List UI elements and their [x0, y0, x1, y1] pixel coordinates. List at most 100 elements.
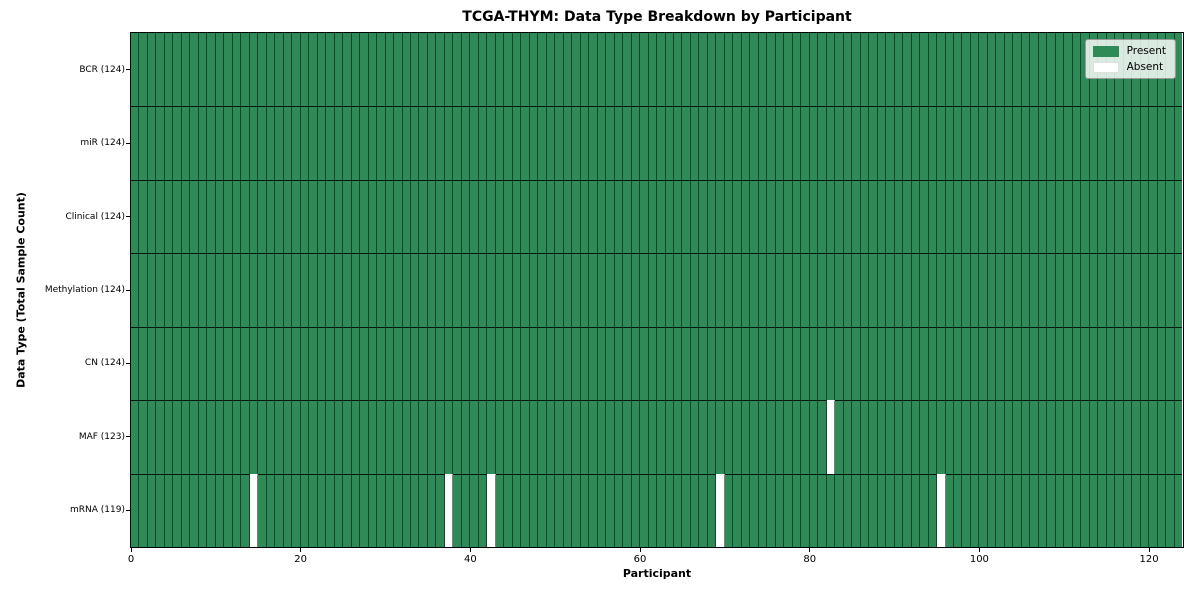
matrix-cell [860, 326, 870, 401]
matrix-cell [750, 106, 759, 180]
x-tick-mark [639, 548, 641, 552]
matrix-cell [377, 473, 386, 547]
matrix-cell [147, 33, 157, 107]
matrix-cell [1030, 106, 1039, 180]
matrix-cell [767, 106, 776, 180]
matrix-cell [529, 473, 539, 547]
matrix-cell [979, 400, 988, 474]
matrix-cell [334, 253, 344, 327]
matrix-cell [266, 253, 276, 327]
matrix-cell [741, 33, 751, 107]
matrix-cell [334, 106, 344, 180]
matrix-cell [1030, 473, 1039, 547]
matrix-cell [911, 33, 921, 107]
matrix-cell [792, 326, 802, 401]
matrix-cell [1166, 253, 1175, 327]
matrix-cell [249, 326, 259, 401]
matrix-cell [1132, 400, 1141, 474]
matrix-cell [563, 400, 573, 474]
matrix-cell [1089, 253, 1099, 327]
matrix-cell [716, 179, 725, 254]
matrix-cell [886, 179, 895, 254]
matrix-cell [970, 106, 980, 180]
matrix-cell [996, 400, 1005, 474]
matrix-cell [1166, 106, 1175, 180]
matrix-cell [1055, 473, 1065, 547]
matrix-cell [657, 400, 666, 474]
matrix-cell [181, 473, 191, 547]
matrix-cell [470, 33, 479, 107]
matrix-cell [707, 400, 717, 474]
matrix-cell [572, 33, 581, 107]
matrix-cell [377, 253, 386, 327]
matrix-cell [343, 473, 352, 547]
matrix-cell [283, 326, 293, 401]
matrix-cell [377, 33, 386, 107]
matrix-cell [690, 326, 700, 401]
matrix-cell [283, 33, 293, 107]
matrix-cell [767, 253, 776, 327]
matrix-cell [631, 326, 641, 401]
matrix-row [131, 473, 1183, 547]
matrix-cell [470, 253, 479, 327]
matrix-cell [775, 106, 785, 180]
matrix-cell [767, 400, 776, 474]
matrix-cell [1064, 33, 1073, 107]
matrix-cell [461, 179, 471, 254]
matrix-cell [495, 473, 505, 547]
matrix-cell [792, 179, 802, 254]
matrix-cell [249, 33, 259, 107]
matrix-cell [572, 106, 581, 180]
matrix-cell [665, 33, 674, 107]
matrix-cell [716, 253, 725, 327]
matrix-cell [682, 106, 691, 180]
matrix-cell [1140, 473, 1150, 547]
matrix-cell [377, 179, 386, 254]
matrix-cell [682, 326, 691, 401]
matrix-cell [402, 33, 411, 107]
matrix-cell [1021, 106, 1031, 180]
matrix-cell [987, 253, 997, 327]
matrix-cell [164, 253, 174, 327]
matrix-cell [767, 326, 776, 401]
matrix-cell [1174, 400, 1183, 474]
matrix-cell [487, 106, 496, 180]
matrix-cell [877, 33, 887, 107]
matrix-cell [241, 179, 250, 254]
matrix-cell [402, 326, 411, 401]
matrix-cell [631, 106, 641, 180]
matrix-cell [716, 106, 725, 180]
matrix-cell [461, 106, 471, 180]
matrix-cell [597, 253, 607, 327]
matrix-cell [674, 326, 683, 401]
matrix-cell [385, 326, 395, 401]
matrix-cell [1004, 326, 1014, 401]
matrix-cell [453, 400, 462, 474]
matrix-cell [215, 253, 225, 327]
matrix-cell [1030, 179, 1039, 254]
matrix-cell [937, 106, 946, 180]
matrix-cell [326, 326, 335, 401]
matrix-cell [419, 106, 428, 180]
matrix-cell [1123, 253, 1133, 327]
matrix-cell [487, 400, 496, 474]
matrix-cell [385, 106, 395, 180]
matrix-cell [139, 473, 148, 547]
matrix-cell [495, 400, 505, 474]
matrix-cell [1106, 179, 1116, 254]
matrix-cell [1115, 473, 1124, 547]
matrix-cell [190, 179, 199, 254]
matrix-cell [699, 473, 708, 547]
matrix-cell [860, 33, 870, 107]
matrix-cell [928, 179, 938, 254]
matrix-cell [495, 33, 505, 107]
matrix-cell [181, 179, 191, 254]
matrix-cell [894, 179, 904, 254]
matrix-cell [733, 473, 742, 547]
matrix-cell [580, 473, 590, 547]
matrix-cell [394, 253, 403, 327]
matrix-cell [631, 179, 641, 254]
matrix-cell [1064, 473, 1073, 547]
matrix-cell [444, 106, 454, 180]
y-tick-mark [126, 69, 130, 71]
